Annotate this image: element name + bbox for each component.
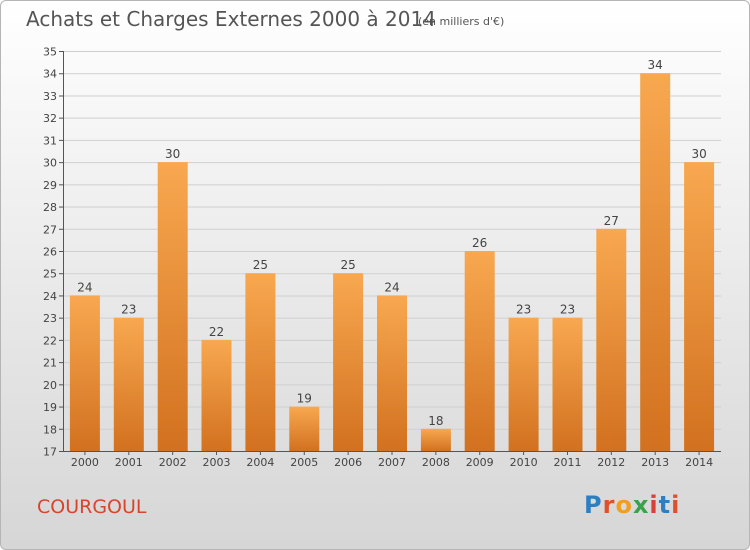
y-tick-label: 29: [43, 179, 57, 192]
y-tick-label: 20: [43, 379, 57, 392]
bar-2000: [69, 295, 100, 451]
axes: [59, 51, 721, 455]
bar-2010: [508, 317, 539, 451]
logo-letter: P: [584, 491, 603, 519]
bar-2001: [113, 317, 144, 451]
y-tick-label: 17: [43, 446, 57, 459]
bar-2009: [464, 251, 495, 451]
y-tick-label: 19: [43, 401, 57, 414]
value-label-2013: 34: [648, 58, 663, 72]
value-label-2010: 23: [516, 303, 531, 317]
logo-letter: i: [649, 491, 659, 519]
commune-name: COURGOUL: [37, 496, 147, 518]
bar-2004: [245, 273, 276, 451]
x-tick-label-2008: 2008: [422, 456, 450, 469]
chart-subtitle: (en milliers d'€): [418, 15, 505, 28]
y-tick-label: 22: [43, 334, 57, 347]
y-tick-label: 35: [43, 46, 57, 59]
x-tick-label-2010: 2010: [510, 456, 538, 469]
bar-2002: [157, 162, 188, 451]
chart-title: Achats et Charges Externes 2000 à 2014: [26, 7, 436, 31]
bar-2006: [333, 273, 364, 451]
value-label-2007: 24: [384, 280, 399, 294]
value-label-2008: 18: [428, 414, 443, 428]
value-label-2009: 26: [472, 236, 487, 250]
bar-2005: [289, 406, 320, 451]
y-tick-label: 18: [43, 423, 57, 436]
y-tick-label: 21: [43, 357, 57, 370]
y-tick-label: 34: [43, 68, 57, 81]
value-label-2003: 22: [209, 325, 224, 339]
y-tick-label: 25: [43, 268, 57, 281]
bar-2012: [596, 228, 627, 451]
y-tick-label: 24: [43, 290, 57, 303]
value-label-2012: 27: [604, 214, 619, 228]
logo-letter: o: [615, 491, 633, 519]
y-tick-label: 32: [43, 112, 57, 125]
value-label-2014: 30: [691, 147, 706, 161]
y-tick-label: 30: [43, 157, 57, 170]
logo-letter: x: [632, 491, 650, 519]
x-tick-label-2000: 2000: [71, 456, 99, 469]
x-tick-label-2014: 2014: [685, 456, 713, 469]
y-tick-label: 33: [43, 90, 57, 103]
x-tick-label-2006: 2006: [334, 456, 362, 469]
value-label-2006: 25: [340, 258, 355, 272]
y-tick-label: 28: [43, 201, 57, 214]
y-tick-label: 23: [43, 312, 57, 325]
logo-letter: r: [602, 491, 616, 519]
proxiti-logo: Proxiti: [584, 491, 680, 519]
logo-letter: i: [671, 491, 681, 519]
labels: 17 18 19 20 21 22 23 24 25 26 27 28 29 30 31 32 33 34 35 24…: [43, 46, 713, 470]
bar-2008: [420, 428, 451, 451]
x-tick-label-2002: 2002: [159, 456, 187, 469]
bar-2011: [552, 317, 583, 451]
value-label-2004: 25: [253, 258, 268, 272]
x-tick-label-2001: 2001: [115, 456, 143, 469]
y-tick-label: 31: [43, 134, 57, 147]
bar-2003: [201, 339, 232, 451]
bar-2014: [684, 162, 715, 451]
bar-2013: [640, 73, 671, 451]
x-tick-label-2009: 2009: [466, 456, 494, 469]
x-tick-label-2012: 2012: [597, 456, 625, 469]
x-tick-label-2005: 2005: [290, 456, 318, 469]
bars: [69, 73, 715, 451]
x-tick-label-2004: 2004: [246, 456, 274, 469]
x-tick-label-2003: 2003: [203, 456, 231, 469]
y-tick-label: 26: [43, 246, 57, 259]
value-label-2005: 19: [297, 392, 312, 406]
bar-2007: [377, 295, 407, 451]
y-tick-label: 27: [43, 223, 57, 236]
x-tick-label-2013: 2013: [641, 456, 669, 469]
value-label-2002: 30: [165, 147, 180, 161]
value-label-2001: 23: [121, 303, 136, 317]
value-label-2011: 23: [560, 303, 575, 317]
x-tick-label-2011: 2011: [554, 456, 582, 469]
logo-letter: t: [658, 491, 672, 519]
x-tick-label-2007: 2007: [378, 456, 406, 469]
value-label-2000: 24: [77, 280, 92, 294]
